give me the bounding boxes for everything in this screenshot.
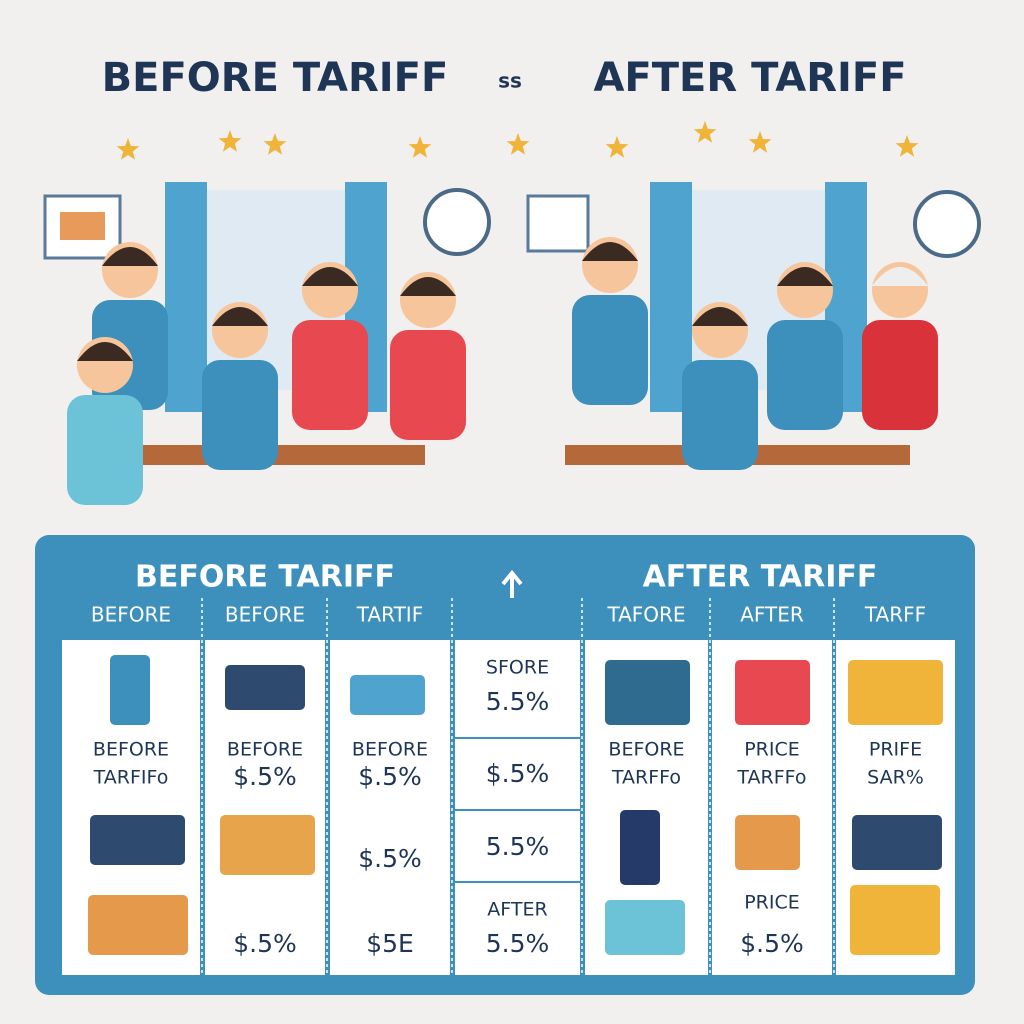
star [748,131,772,153]
column-header: TARTIF [356,603,423,627]
price-label: 5.5% [486,687,550,716]
price-label: PRIFE [869,739,922,761]
price-label: TARFFo [736,767,806,789]
price-label: SFORE [486,657,549,679]
person-hair [302,267,358,286]
price-label: AFTER [487,899,547,921]
person-hair [77,342,133,361]
product-icon [225,665,305,710]
clock [913,190,981,258]
person-body [67,395,143,505]
person-hair [692,307,748,326]
person-body [390,330,466,440]
price-label: BEFORE [227,739,303,761]
star [605,136,629,158]
price-label: SAR% [867,767,924,789]
product-icon [735,815,800,870]
column-body [455,640,580,975]
product-icon [220,815,315,875]
column-header: TARFF [864,603,926,627]
product-icon [88,895,188,955]
star [218,130,242,152]
person-body [682,360,758,470]
person-hair [582,242,638,261]
price-label: PRICE [744,892,800,914]
price-label: TARFFo [611,767,681,789]
product-icon [605,660,690,725]
price-label: $.5% [358,762,422,791]
star [116,138,140,160]
star [263,133,287,155]
star [895,135,919,157]
product-icon [848,660,943,725]
person-hair [400,277,456,296]
panel-heading-right: AFTER TARIFF [643,560,878,595]
price-label: PRICE [744,739,800,761]
price-label: 5.5% [486,832,550,861]
column-header: BEFORE [91,603,171,627]
price-label: $.5% [233,929,297,958]
picture-frame [526,194,590,253]
price-label: $5E [366,929,414,958]
product-icon [620,810,660,885]
person-hair [102,247,158,266]
price-label: BEFORE [93,739,169,761]
picture [60,212,105,240]
price-label: $.5% [486,759,550,788]
product-icon [90,815,185,865]
price-label: BEFORE [608,739,684,761]
title-right: AFTER TARIFF [593,55,906,101]
column-header: TAFORE [606,603,685,627]
product-icon [350,675,425,715]
person-hair [212,307,268,326]
product-icon [852,815,942,870]
column-header: AFTER [740,603,804,627]
column-header: BEFORE [225,603,305,627]
person-body [572,295,648,405]
price-label: TARFIFo [93,767,169,789]
person-hair [777,267,833,286]
star [408,136,432,158]
price-label: 5.5% [486,929,550,958]
person-body [862,320,938,430]
room-scenes [43,121,981,505]
star [693,121,717,143]
product-icon [850,885,940,955]
panel-heading-left: BEFORE TARIFF [135,560,395,595]
star [506,133,530,155]
product-icon [605,900,685,955]
clock [423,188,491,256]
title-middle: ss [498,69,522,93]
product-icon [735,660,810,725]
person-body [767,320,843,430]
price-label: $.5% [740,929,804,958]
price-label: $.5% [233,762,297,791]
person-body [292,320,368,430]
arrow-icon [501,569,523,598]
curtain [165,182,207,412]
person-body [202,360,278,470]
person-hair [872,267,928,286]
product-icon [110,655,150,725]
price-label: $.5% [358,844,422,873]
price-label: BEFORE [352,739,428,761]
title-left: BEFORE TARIFF [102,55,449,101]
